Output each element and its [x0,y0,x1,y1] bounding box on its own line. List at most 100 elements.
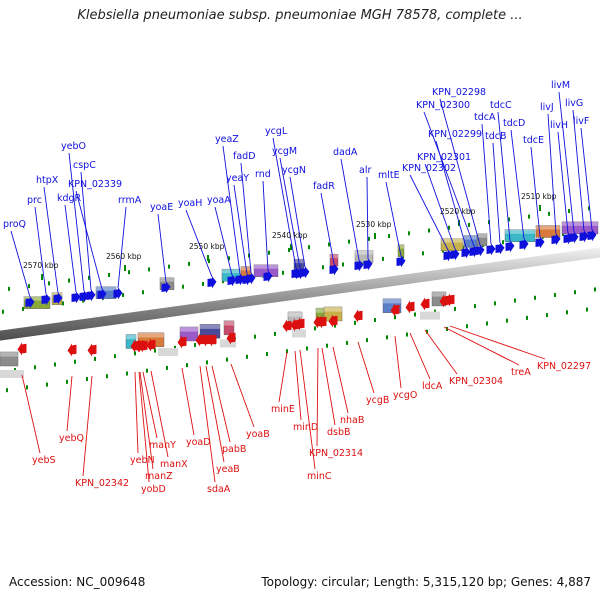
tick-dash [268,250,270,255]
reverse-gene-label: minC [307,471,332,482]
tick-dash [182,284,184,289]
reverse-gene-arrow [445,293,455,307]
feature-highlight [505,229,535,234]
forward-label-line [289,176,306,268]
tick-label: 2520 kbp [440,207,476,216]
forward-gene-arrow [242,273,252,286]
tick-dash [566,310,568,315]
forward-label-line [185,209,213,278]
tick-dash [328,242,330,247]
reverse-gene-label: yoaD [186,437,211,448]
reverse-label-line [82,375,93,477]
forward-label-line [279,157,301,269]
reverse-gene-arrows [17,293,455,357]
forward-label-line [481,123,492,245]
tick-dash [502,240,504,245]
topology-label: Topology: circular; Length: 5,315,120 bp… [261,575,591,589]
feature-highlight [562,221,598,226]
forward-gene-label: yoaA [207,195,231,206]
reverse-gene-label: yebS [32,455,56,466]
tick-dash [394,315,396,320]
forward-gene-arrow [551,233,561,246]
reverse-gene-arrow [390,303,400,317]
forward-label-line [214,206,233,276]
feature-highlight [138,332,164,338]
forward-gene-label: cspC [73,160,96,171]
forward-label-line [117,206,127,289]
tick-dash [174,345,176,350]
forward-gene-label: ycgL [265,126,288,137]
reverse-gene-arrow [317,315,327,329]
reverse-label-line [294,350,302,421]
tick-dash [74,359,76,364]
forward-gene-label: livG [565,98,583,109]
feature-shadow [420,311,440,320]
reverse-gene-arrow [67,343,77,357]
reverse-gene-label: nhaB [340,415,364,426]
feature-highlight [477,233,487,238]
tick-dash [528,214,530,219]
feature-shadow [292,329,306,338]
tick-dash [254,334,256,339]
reverse-label-line [211,365,231,443]
reverse-gene-arrow [226,331,236,345]
forward-label-line [492,142,501,244]
forward-gene-arrow [235,273,245,286]
tick-dash [168,264,170,269]
reverse-gene-label: KPN_02314 [309,448,363,459]
reverse-gene-arrow [328,314,338,328]
tick-dash [68,278,70,283]
reverse-gene-label: KPN_02304 [449,376,503,387]
reverse-label-line [278,351,288,403]
forward-label-line [423,111,475,247]
forward-label-line [510,129,525,240]
feature-highlight [160,277,174,282]
tick-dash [208,259,210,264]
tick-dash [34,365,36,370]
forward-gene-label: yebO [61,141,86,152]
forward-label-line [64,204,77,293]
forward-gene-label: mltE [378,170,400,181]
tick-dash [48,281,50,286]
forward-gene-arrow [161,281,171,294]
forward-gene-arrow [86,289,96,302]
reverse-gene-arrow [177,335,187,349]
forward-gene-arrow [396,255,406,268]
tick-dash [422,251,424,256]
forward-label-line [385,181,402,257]
feature-highlight [536,225,560,230]
forward-gene-label: tdcD [503,118,525,129]
tick-dash [146,368,148,373]
reverse-gene-arrow [420,297,430,311]
forward-gene-label: alr [359,165,371,176]
forward-gene-label: dadA [333,147,358,158]
tick-dash [22,306,24,311]
tick-dash [314,326,316,331]
tick-dash [368,236,370,241]
reverse-gene-arrow [439,294,449,308]
tick-dash [282,270,284,275]
tick-dash [414,312,416,317]
tick-dash [388,234,390,239]
forward-label-line [366,176,369,260]
forward-gene-label: kdgR [57,193,82,204]
reverse-label-line [181,367,195,436]
tick-dash [114,354,116,359]
tick-labels: 2570 kbp 2560 kbp 2550 kbp 2540 kbp 2530 kbp… [23,192,557,270]
reverse-label-line [199,365,216,483]
forward-label-line [320,192,335,265]
forward-gene-label: rrmA [118,195,142,206]
forward-label-line [157,213,167,283]
forward-label-line [34,206,47,295]
tick-dash [474,304,476,309]
tick-dash [288,247,290,252]
tick-label: 2570 kbp [23,261,59,270]
forward-gene-arrows [25,229,597,309]
forward-gene-arrow [71,291,81,304]
tick-dash [514,298,516,303]
feature-highlight [254,264,278,269]
feature-highlight [324,306,342,312]
forward-label-line [233,184,248,275]
forward-label-line [75,190,103,290]
forward-gene-label: yeaY [226,173,249,184]
